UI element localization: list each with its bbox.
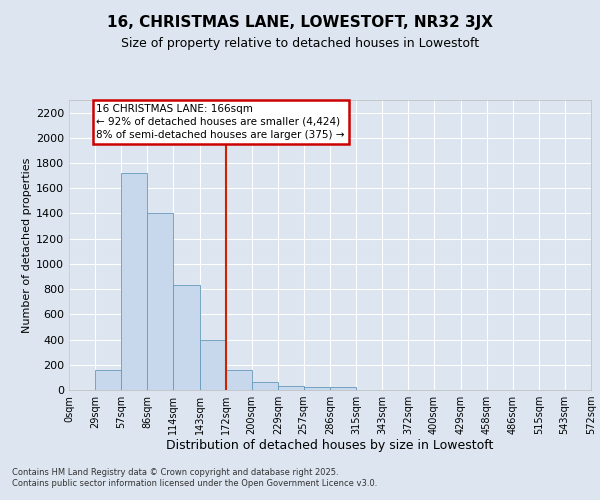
Text: 16, CHRISTMAS LANE, LOWESTOFT, NR32 3JX: 16, CHRISTMAS LANE, LOWESTOFT, NR32 3JX xyxy=(107,15,493,30)
Bar xyxy=(304,388,330,390)
Bar xyxy=(278,386,304,390)
Y-axis label: Number of detached properties: Number of detached properties xyxy=(22,158,32,332)
Bar xyxy=(330,388,356,390)
Bar xyxy=(251,382,278,390)
Text: Contains HM Land Registry data © Crown copyright and database right 2025.
Contai: Contains HM Land Registry data © Crown c… xyxy=(12,468,377,487)
Bar xyxy=(226,370,251,390)
Bar xyxy=(173,286,199,390)
Bar xyxy=(95,370,121,390)
Bar xyxy=(148,214,173,390)
X-axis label: Distribution of detached houses by size in Lowestoft: Distribution of detached houses by size … xyxy=(166,438,494,452)
Bar xyxy=(121,173,148,390)
Text: Size of property relative to detached houses in Lowestoft: Size of property relative to detached ho… xyxy=(121,38,479,51)
Bar xyxy=(199,340,226,390)
Text: 16 CHRISTMAS LANE: 166sqm
← 92% of detached houses are smaller (4,424)
8% of sem: 16 CHRISTMAS LANE: 166sqm ← 92% of detac… xyxy=(97,104,345,140)
